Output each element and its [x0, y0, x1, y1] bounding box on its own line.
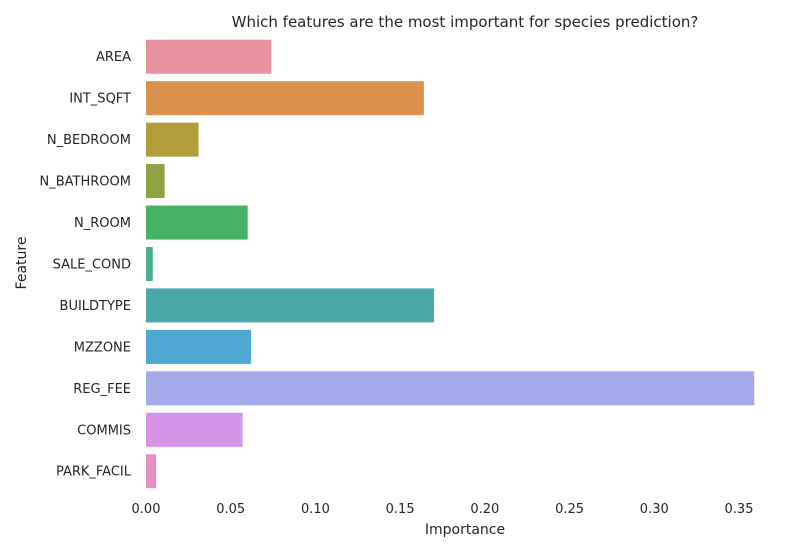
- y-axis-label: Feature: [14, 237, 30, 290]
- x-tick-label-4: 0.20: [470, 502, 499, 517]
- x-tick-label-2: 0.10: [301, 502, 330, 517]
- x-axis-label: Importance: [425, 522, 505, 538]
- bar-area: [146, 39, 272, 74]
- y-tick-label-n-bathroom: N_BATHROOM: [40, 175, 131, 190]
- y-tick-label-park-facil: PARK_FACIL: [56, 465, 132, 480]
- y-tick-label-mzzone: MZZONE: [74, 340, 131, 355]
- y-tick-label-area: AREA: [96, 50, 131, 65]
- bar-reg-fee: [146, 371, 755, 406]
- y-tick-label-n-bedroom: N_BEDROOM: [47, 133, 131, 148]
- bars-group: [146, 39, 755, 489]
- bar-n-bedroom: [146, 122, 199, 157]
- bar-commis: [146, 412, 243, 447]
- x-tick-labels: 0.00 0.05 0.10 0.15 0.20 0.25 0.30 0.35: [132, 502, 754, 517]
- x-tick-label-7: 0.35: [725, 502, 754, 517]
- y-tick-label-commis: COMMIS: [77, 423, 131, 438]
- y-tick-label-sale-cond: SALE_COND: [53, 257, 131, 272]
- y-tick-label-buildtype: BUILDTYPE: [60, 299, 131, 314]
- bar-park-facil: [146, 454, 157, 489]
- x-tick-label-1: 0.05: [216, 502, 245, 517]
- bar-buildtype: [146, 288, 435, 323]
- bar-int-sqft: [146, 81, 424, 116]
- x-tick-label-5: 0.25: [555, 502, 584, 517]
- x-tick-label-0: 0.00: [132, 502, 161, 517]
- y-tick-label-n-room: N_ROOM: [74, 216, 131, 231]
- bar-n-room: [146, 205, 248, 240]
- bar-n-bathroom: [146, 164, 165, 199]
- y-tick-label-int-sqft: INT_SQFT: [69, 92, 131, 107]
- bar-mzzone: [146, 329, 252, 364]
- y-tick-labels: AREA INT_SQFT N_BEDROOM N_BATHROOM N_ROOM SAL…: [40, 50, 132, 480]
- x-tick-label-3: 0.15: [386, 502, 415, 517]
- bar-sale-cond: [146, 246, 153, 281]
- x-tick-label-6: 0.30: [640, 502, 669, 517]
- chart-title: Which features are the most important fo…: [232, 13, 699, 31]
- y-tick-label-reg-fee: REG_FEE: [73, 382, 131, 397]
